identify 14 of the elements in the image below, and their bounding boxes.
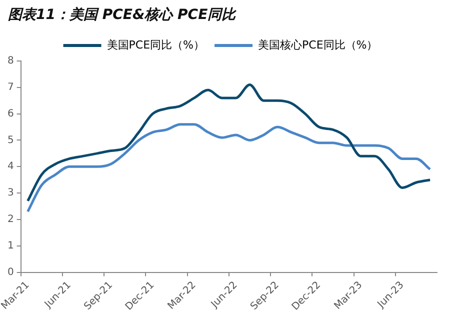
chart-title: 图表11：美国 PCE&核心 PCE同比 [8, 6, 236, 24]
line-series [26, 84, 432, 202]
y-tick-label: 0 [7, 266, 14, 278]
legend-label: 美国PCE同比（%） [106, 38, 204, 52]
y-tick-label: 2 [7, 214, 14, 226]
y-tick-label: 4 [7, 161, 14, 172]
y-tick-label: 8 [7, 56, 14, 67]
y-tick-label: 7 [7, 82, 14, 94]
y-tick-label: 1 [7, 240, 14, 252]
line-series [26, 123, 432, 213]
y-tick-label: 6 [7, 108, 14, 120]
y-tick-label: 3 [7, 188, 14, 199]
y-tick-label: 5 [7, 134, 14, 146]
legend-label: 美国核心PCE同比（%） [258, 38, 378, 52]
